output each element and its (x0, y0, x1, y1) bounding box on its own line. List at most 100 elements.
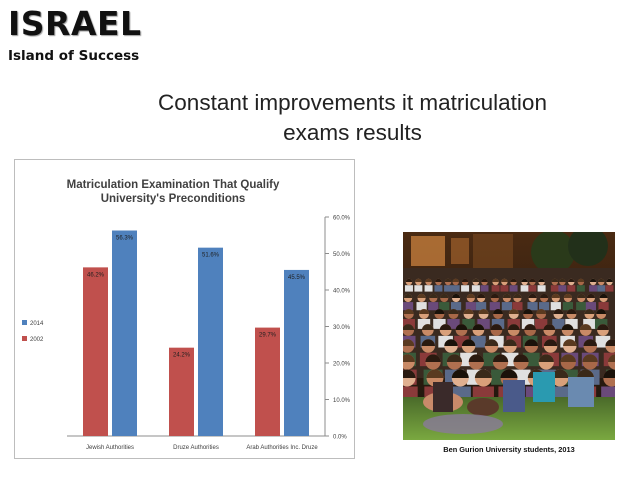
crowd-person-hair (403, 354, 415, 362)
crowd-person-hair (589, 278, 597, 282)
crowd-person-hair (521, 278, 528, 282)
crowd-person-body (605, 285, 614, 292)
crowd-person-body (471, 285, 480, 292)
crowd-person-body (477, 318, 490, 329)
crowd-person-hair (478, 309, 489, 314)
crowd-person-body (450, 302, 462, 311)
crowd-person-hair (422, 324, 434, 330)
x-tick-label: Jewish Authorities (86, 445, 134, 451)
crowd-person-body (562, 302, 574, 311)
crowd-person-body (589, 285, 598, 292)
y-tick-label: 20.0% (333, 362, 351, 368)
crowd-person-body (491, 285, 500, 292)
crowd-person-hair (579, 324, 592, 330)
crowd-person-hair (466, 293, 475, 298)
crowd-person-hair (598, 278, 605, 282)
crowd-person-body (444, 285, 453, 292)
crowd-image (403, 232, 615, 440)
crowd-person-hair (563, 339, 577, 346)
crowd-person-body (476, 302, 487, 311)
crowd-person-hair (510, 278, 517, 282)
bar-data-label: 24.2% (173, 353, 191, 359)
crowd-person-hair (440, 293, 449, 298)
crowd-person-hair (439, 324, 452, 330)
crowd-person-hair (451, 369, 469, 378)
crowd-person-hair (599, 293, 608, 298)
crowd-person-hair (566, 309, 577, 314)
x-tick-label: Arab Authorities Inc. Druze (246, 445, 318, 451)
slide-headline: Constant improvements it matriculation e… (120, 88, 585, 148)
crowd-person-hair (501, 278, 508, 282)
crowd-person-hair (543, 339, 558, 346)
crowd-person-hair (403, 369, 416, 378)
crowd-person-hair (435, 278, 442, 282)
crowd-person-hair (551, 369, 569, 378)
logo-subtitle: Island of Success (8, 48, 140, 64)
logo-title: ISRAEL (8, 4, 142, 43)
crowd-person-hair (551, 293, 560, 298)
crowd-person-body (416, 302, 427, 311)
crowd-person-body (520, 285, 529, 292)
crowd-person-body (565, 318, 578, 329)
crowd-person-body (424, 285, 433, 292)
crowd-person-body (451, 285, 460, 292)
crowd-person-hair (429, 293, 438, 298)
crowd-person-body (528, 285, 537, 292)
crowd-person-hair (561, 324, 574, 330)
crowd-person-body (447, 318, 460, 329)
crowd-person-hair (603, 369, 615, 378)
headline-line-2: exams results (283, 120, 422, 145)
crowd-person-hair (563, 293, 573, 298)
crowd-person-hair (524, 339, 538, 346)
crowd-person-hair (425, 354, 441, 362)
crowd-person-hair (403, 293, 413, 298)
crowd-person-body (489, 302, 500, 311)
crowd-person-hair (461, 339, 476, 346)
chart-title-line-1: Matriculation Examination That Qualify (67, 179, 280, 191)
crowd-person-body (550, 285, 559, 292)
crowd-person-body (434, 285, 443, 292)
crowd-person-hair (577, 369, 595, 378)
crowd-person-body (439, 302, 450, 311)
crowd-person-hair (584, 309, 595, 314)
y-tick-label: 0.0% (333, 435, 347, 441)
crowd-person-hair (472, 278, 480, 282)
crowd-person-hair (419, 309, 429, 314)
crowd-person-hair (500, 369, 518, 378)
crowd-person-body (521, 318, 535, 329)
crowd-person-body (480, 285, 489, 292)
crowd-person-hair (513, 293, 522, 298)
crowd-person-body (417, 318, 431, 329)
students-photo (403, 232, 615, 440)
crowd-person-hair (523, 309, 534, 314)
crowd-person-hair (536, 309, 547, 314)
crowd-person-hair (492, 278, 499, 282)
bar-data-label: 46.2% (87, 272, 105, 278)
crowd-person-hair (605, 339, 615, 346)
crowd-person-body (465, 302, 476, 311)
crowd-person-hair (528, 293, 537, 298)
y-tick-label: 40.0% (333, 289, 351, 295)
legend-label-2014: 2014 (30, 321, 44, 327)
bar-2014-1 (198, 247, 223, 436)
crowd-person-body (403, 302, 414, 311)
crowd-person-body (595, 335, 611, 348)
crowd-person-hair (538, 278, 545, 282)
crowd-person-hair (490, 324, 503, 330)
crowd-person-hair (468, 354, 484, 362)
crowd-person-hair (502, 293, 511, 298)
crowd-person-body (438, 335, 453, 348)
crowd-person-hair (446, 354, 463, 362)
y-tick-label: 10.0% (333, 398, 351, 404)
crowd-person-hair (540, 293, 549, 298)
bar-data-label: 56.3% (116, 236, 134, 242)
crowd-person-hair (477, 293, 486, 298)
crowd-person-hair (405, 278, 413, 282)
crowd-person-hair (426, 369, 444, 378)
crowd-person-body (527, 302, 538, 311)
crowd-person-body (576, 302, 587, 311)
crowd-person-body (597, 285, 606, 292)
crowd-person-body (598, 302, 609, 311)
crowd-person-body (403, 318, 415, 329)
crowd-person-hair (425, 278, 432, 282)
